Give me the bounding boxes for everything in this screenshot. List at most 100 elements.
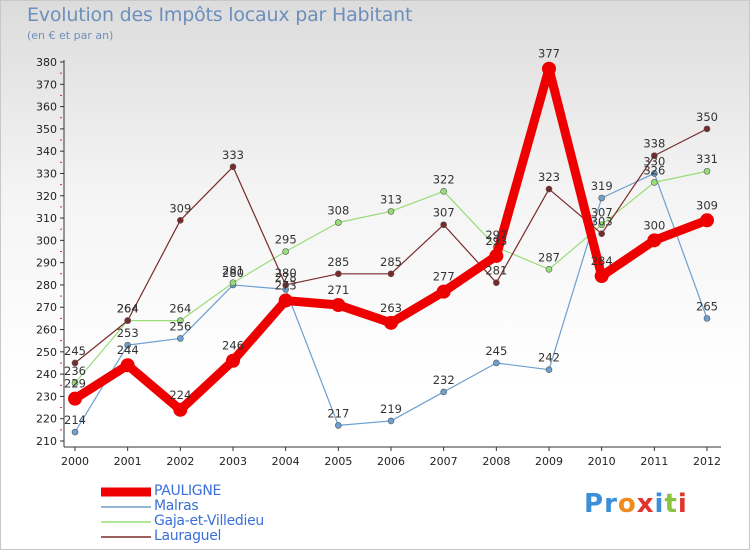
data-point-pauligne: [68, 391, 82, 406]
data-label-pauligne: 284: [591, 254, 613, 268]
y-tick-label: 320: [36, 190, 57, 203]
data-point-pauligne: [384, 315, 398, 330]
y-tick-label: 230: [36, 390, 57, 403]
data-label-gaja-et-villedieu: 326: [643, 163, 665, 177]
data-point-gaja-et-villedieu: [177, 317, 184, 324]
data-point-gaja-et-villedieu: [545, 266, 553, 273]
data-label-pauligne: 293: [485, 234, 507, 248]
data-label-pauligne: 224: [169, 388, 191, 402]
data-label-lauraguel: 245: [64, 344, 86, 358]
data-label-pauligne: 277: [433, 270, 455, 284]
data-label-gaja-et-villedieu: 308: [327, 204, 349, 218]
chart-title: Evolution des Impôts locaux par Habitant: [27, 4, 413, 26]
data-label-pauligne: 229: [64, 377, 86, 391]
legend-swatch-pauligne: [101, 487, 151, 497]
data-label-gaja-et-villedieu: 297: [485, 228, 507, 242]
x-tick-label: 2001: [114, 455, 142, 468]
data-point-malras: [387, 417, 395, 425]
data-label-malras: 219: [380, 402, 402, 416]
brand-letter: P: [584, 489, 605, 519]
legend-label-gaja: Gaja-et-Villedieu: [154, 513, 264, 529]
data-point-lauraguel: [440, 221, 447, 229]
data-label-lauraguel: 285: [327, 255, 349, 269]
y-tick-label: 350: [36, 123, 57, 136]
data-label-gaja-et-villedieu: 313: [380, 192, 402, 206]
data-point-lauraguel: [71, 359, 79, 367]
data-point-pauligne: [120, 358, 135, 373]
data-label-malras: 232: [433, 373, 455, 387]
data-point-gaja-et-villedieu: [71, 379, 79, 387]
data-label-malras: 319: [591, 179, 613, 193]
proxiti-logo: Proxiti: [584, 489, 688, 519]
brand-letter: x: [636, 489, 655, 519]
data-label-gaja-et-villedieu: 281: [222, 264, 244, 278]
data-point-lauraguel: [229, 163, 237, 171]
data-point-lauraguel: [545, 185, 553, 193]
data-point-gaja-et-villedieu: [598, 221, 605, 229]
data-point-malras: [440, 388, 447, 396]
y-tick-label: 270: [36, 301, 57, 314]
data-point-malras: [703, 315, 711, 322]
data-point-malras: [651, 170, 658, 177]
data-label-gaja-et-villedieu: 236: [64, 364, 86, 378]
data-point-pauligne: [594, 269, 609, 284]
chart-subtitle: (en € et par an): [27, 29, 114, 42]
data-point-lauraguel: [651, 152, 658, 159]
x-tick-label: 2007: [430, 455, 458, 468]
x-tick-label: 2012: [693, 455, 721, 468]
data-label-malras: 256: [169, 319, 191, 333]
brand-letter: t: [664, 489, 678, 519]
x-tick-label: 2008: [482, 455, 510, 468]
data-point-pauligne: [226, 353, 240, 368]
x-tick-label: 2009: [535, 455, 563, 468]
data-label-pauligne: 377: [538, 47, 560, 61]
data-point-pauligne: [436, 284, 451, 299]
axes: 2102202302402502602702802903003103203303…: [36, 56, 721, 468]
data-label-malras: 265: [696, 299, 718, 313]
data-point-malras: [124, 341, 131, 349]
data-label-lauraguel: 285: [380, 255, 402, 269]
data-point-lauraguel: [282, 281, 289, 289]
data-point-malras: [177, 335, 184, 342]
x-tick-label: 2005: [324, 455, 352, 468]
y-tick-label: 260: [36, 324, 57, 337]
data-label-gaja-et-villedieu: 264: [117, 302, 139, 316]
data-label-lauraguel: 280: [275, 266, 297, 280]
data-label-lauraguel: 338: [643, 137, 665, 151]
data-label-malras: 245: [485, 344, 507, 358]
data-point-lauraguel: [177, 216, 184, 224]
y-tick-label: 240: [36, 368, 57, 381]
data-label-pauligne: 271: [327, 283, 349, 297]
legend-swatch-malras: [101, 506, 151, 508]
data-point-pauligne: [173, 402, 188, 417]
data-point-pauligne: [647, 233, 662, 248]
data-label-lauraguel: 281: [485, 264, 507, 278]
data-point-gaja-et-villedieu: [387, 208, 395, 215]
data-point-pauligne: [278, 293, 293, 308]
data-point-malras: [71, 428, 79, 436]
data-point-gaja-et-villedieu: [651, 179, 658, 186]
data-label-lauraguel: 307: [433, 206, 455, 220]
x-tick-label: 2004: [272, 455, 300, 468]
data-label-pauligne: 244: [117, 343, 139, 357]
brand-letter: o: [617, 489, 637, 519]
x-tick-label: 2006: [377, 455, 405, 468]
data-label-gaja-et-villedieu: 295: [275, 233, 297, 247]
x-tick-label: 2011: [640, 455, 668, 468]
y-tick-label: 250: [36, 346, 57, 359]
data-point-gaja-et-villedieu: [229, 279, 237, 287]
data-point-lauraguel: [598, 230, 605, 237]
data-label-lauraguel: 333: [222, 148, 244, 162]
brand-letter: i: [654, 489, 665, 519]
y-tick-label: 300: [36, 234, 57, 247]
data-label-pauligne: 273: [275, 279, 297, 293]
data-label-pauligne: 246: [222, 339, 244, 353]
y-tick-label: 290: [36, 257, 57, 270]
legend-label-lauraguel: Lauraguel: [154, 528, 222, 544]
legend-swatch-gaja: [101, 521, 151, 523]
data-label-lauraguel: 264: [117, 302, 139, 316]
data-point-malras: [493, 359, 500, 367]
data-label-malras: 278: [275, 270, 297, 284]
